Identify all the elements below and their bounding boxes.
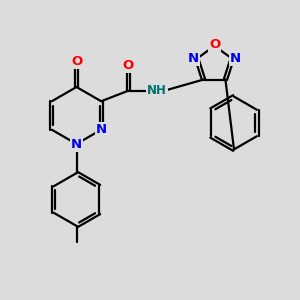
Text: O: O — [123, 59, 134, 72]
Text: N: N — [71, 137, 82, 151]
Text: N: N — [230, 52, 241, 65]
Text: N: N — [188, 52, 200, 65]
Text: O: O — [71, 55, 82, 68]
Text: NH: NH — [147, 84, 166, 97]
Text: O: O — [209, 38, 220, 51]
Text: N: N — [96, 123, 107, 136]
